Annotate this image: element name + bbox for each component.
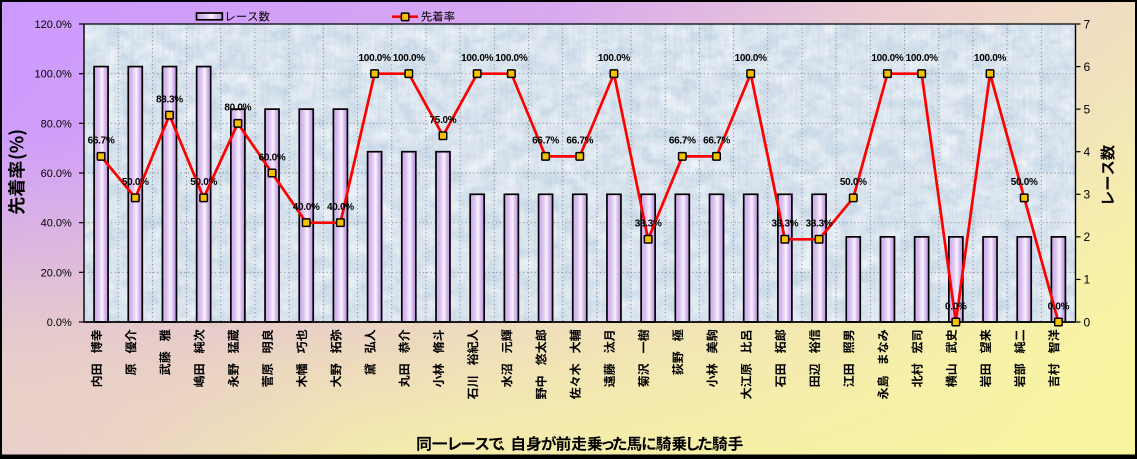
- svg-text:50.0%: 50.0%: [122, 177, 149, 188]
- svg-text:33.3%: 33.3%: [806, 219, 833, 230]
- svg-text:0.0%: 0.0%: [1048, 301, 1070, 312]
- svg-text:50.0%: 50.0%: [840, 177, 867, 188]
- svg-text:40.0%: 40.0%: [293, 202, 320, 213]
- svg-text:2: 2: [1084, 230, 1091, 244]
- svg-text:100.0%: 100.0%: [359, 53, 392, 64]
- svg-text:66.7%: 66.7%: [88, 136, 115, 147]
- svg-text:100.0%: 100.0%: [495, 53, 528, 64]
- svg-text:3: 3: [1084, 188, 1091, 202]
- svg-text:33.3%: 33.3%: [635, 219, 662, 230]
- svg-text:100.0%: 100.0%: [461, 53, 494, 64]
- svg-text:83.3%: 83.3%: [156, 94, 183, 105]
- svg-text:50.0%: 50.0%: [190, 177, 217, 188]
- svg-text:20.0%: 20.0%: [41, 267, 72, 279]
- svg-text:0.0%: 0.0%: [47, 317, 72, 329]
- svg-text:100.0%: 100.0%: [974, 53, 1007, 64]
- svg-text:100.0%: 100.0%: [906, 53, 939, 64]
- svg-text:100.0%: 100.0%: [598, 53, 631, 64]
- svg-text:80.0%: 80.0%: [224, 103, 251, 114]
- svg-text:66.7%: 66.7%: [669, 136, 696, 147]
- svg-text:6: 6: [1084, 60, 1091, 74]
- svg-text:60.0%: 60.0%: [259, 152, 286, 163]
- svg-text:40.0%: 40.0%: [327, 202, 354, 213]
- svg-text:75.0%: 75.0%: [430, 115, 457, 126]
- svg-text:100.0%: 100.0%: [871, 53, 904, 64]
- svg-text:4: 4: [1084, 145, 1091, 159]
- svg-text:33.3%: 33.3%: [771, 219, 798, 230]
- svg-text:1: 1: [1084, 273, 1091, 287]
- svg-text:0.0%: 0.0%: [945, 301, 967, 312]
- svg-text:0: 0: [1084, 315, 1091, 329]
- svg-text:66.7%: 66.7%: [703, 136, 730, 147]
- svg-text:40.0%: 40.0%: [41, 218, 72, 230]
- svg-text:66.7%: 66.7%: [566, 136, 593, 147]
- svg-text:120.0%: 120.0%: [34, 19, 72, 31]
- svg-text:100.0%: 100.0%: [34, 69, 72, 81]
- svg-text:50.0%: 50.0%: [1011, 177, 1038, 188]
- svg-text:66.7%: 66.7%: [532, 136, 559, 147]
- svg-text:100.0%: 100.0%: [393, 53, 426, 64]
- svg-text:100.0%: 100.0%: [735, 53, 768, 64]
- svg-text:7: 7: [1084, 17, 1091, 31]
- svg-text:5: 5: [1084, 102, 1091, 116]
- svg-text:80.0%: 80.0%: [41, 118, 72, 130]
- svg-text:60.0%: 60.0%: [41, 168, 72, 180]
